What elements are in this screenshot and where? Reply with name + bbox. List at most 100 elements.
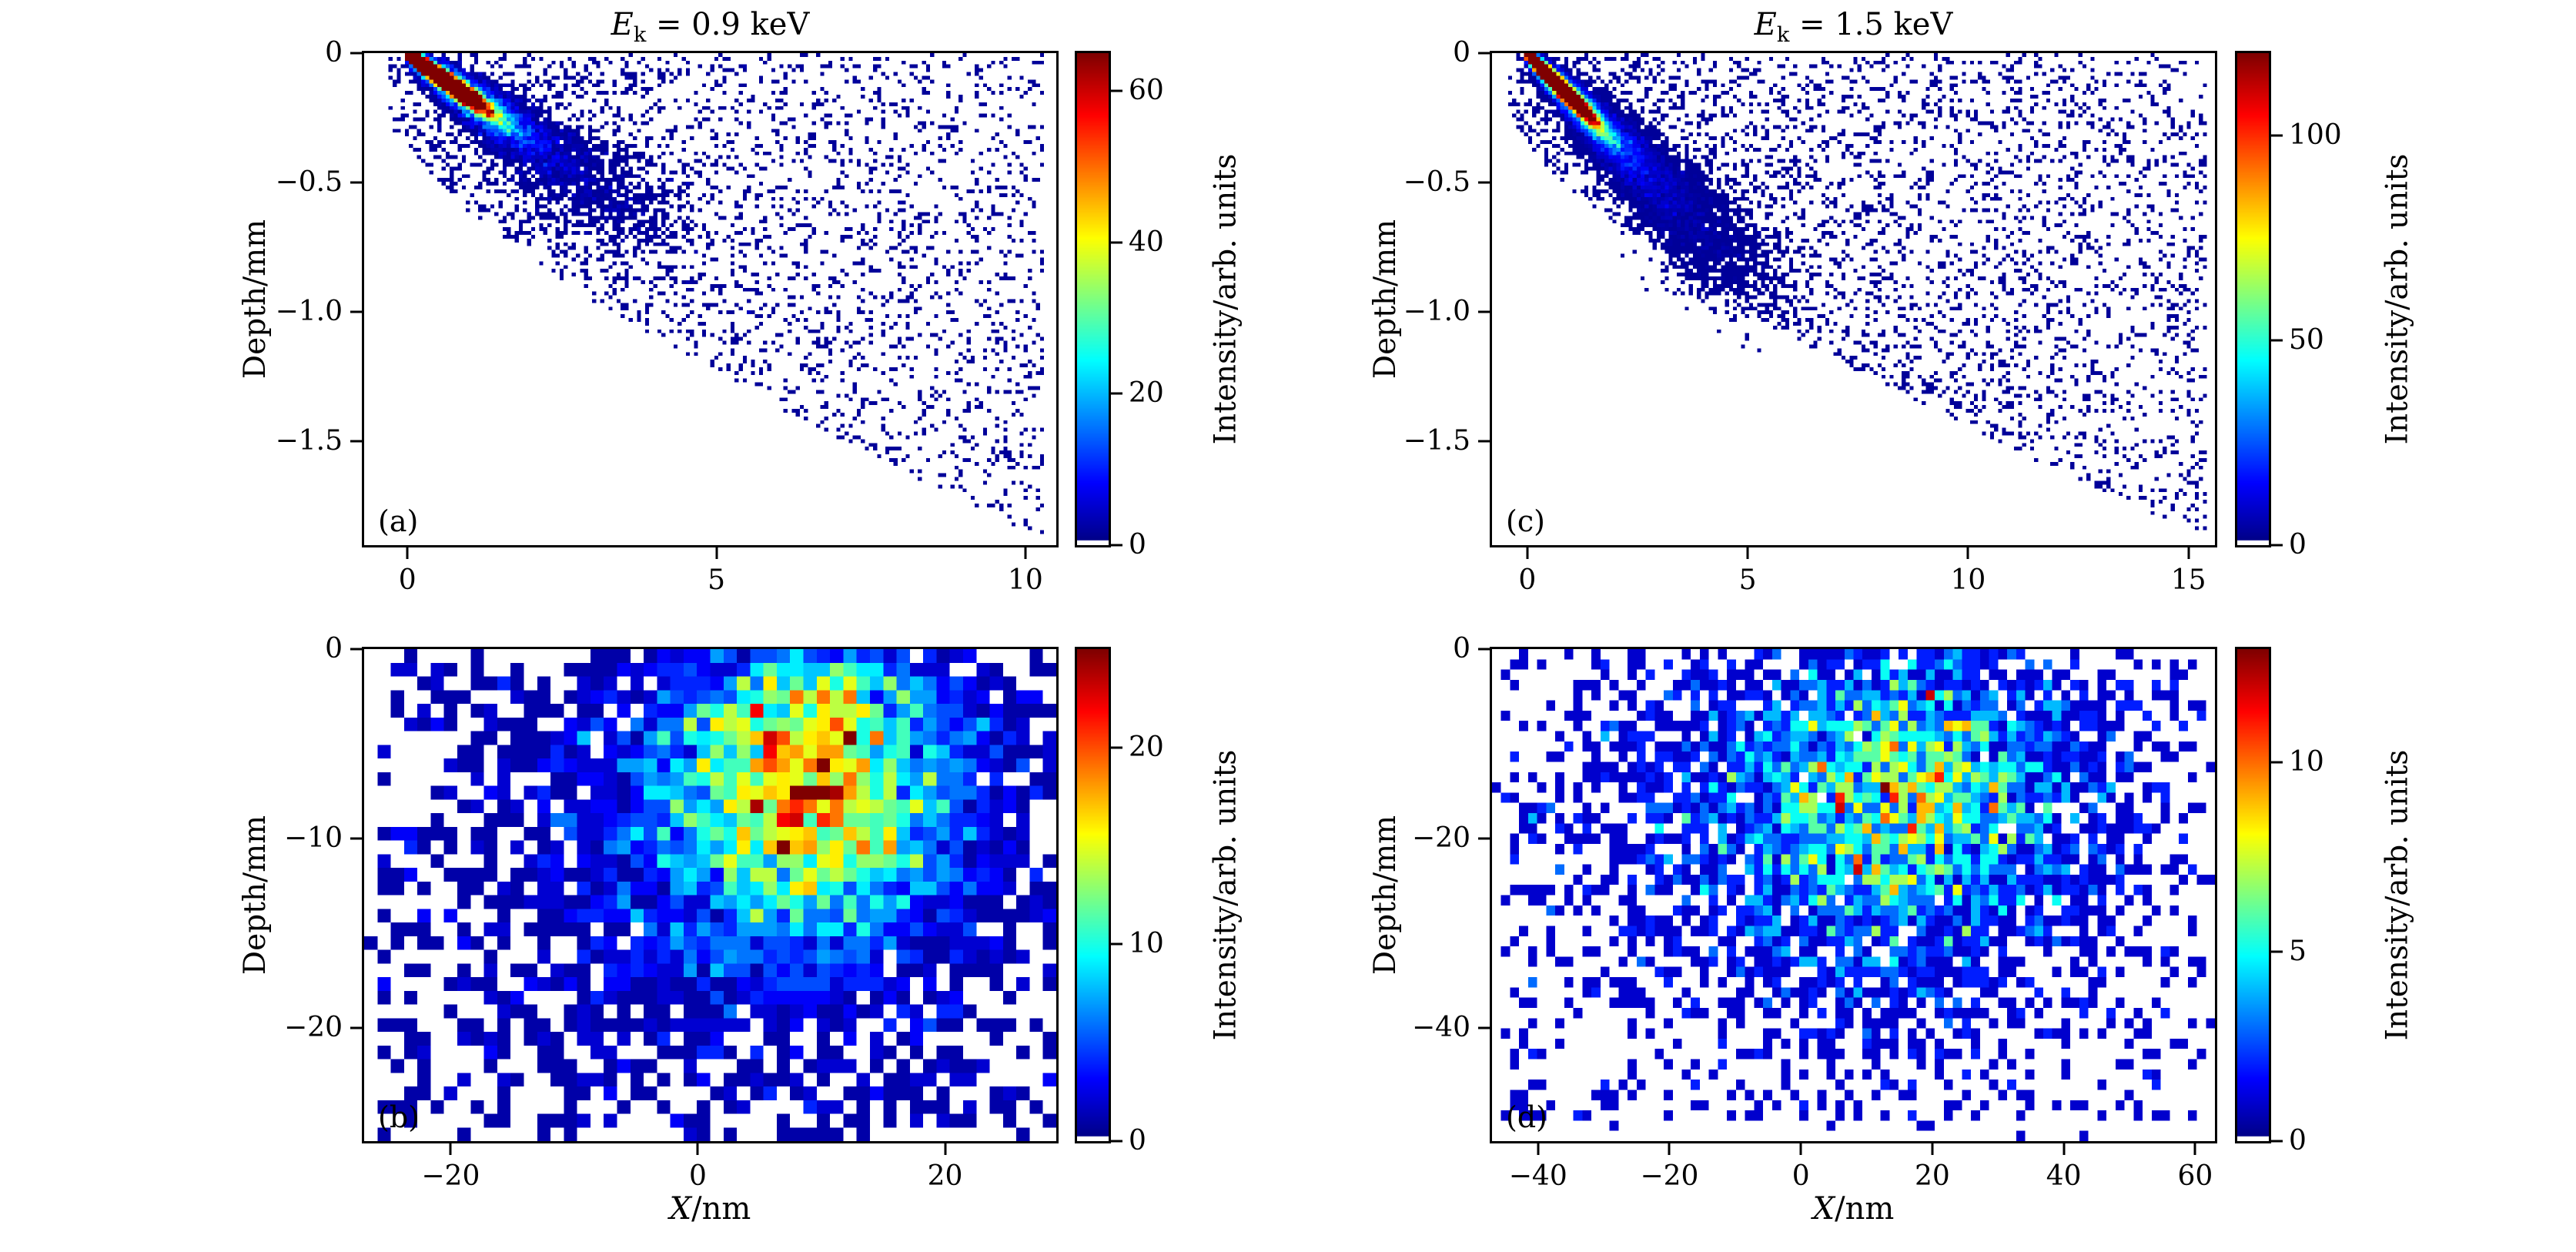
- panel-a-colorbar-tick-label: 0: [1129, 529, 1146, 561]
- panel-d-x-tick: [1668, 1143, 1671, 1155]
- panel-c-colorbar-tick: [2271, 544, 2283, 547]
- panel-b-letter: (b): [378, 1100, 420, 1134]
- panel-c-y-tick: [1478, 440, 1490, 443]
- panel-b-colorbar-tick: [1111, 1140, 1122, 1143]
- panel-c-colorbar-tick-label: 50: [2289, 323, 2324, 356]
- panel-a-y-tick: [350, 181, 362, 184]
- panel-c-plot: (c) 0 5 10 15 0 −0.5 −1.0 −1.5: [1403, 39, 2217, 594]
- panel-a-colorbar-label-text: Intensity/arb. units: [1208, 153, 1243, 445]
- panel-c-y-tick: [1478, 52, 1490, 55]
- panel-d-y-tick: [1478, 648, 1490, 651]
- panel-d-colorbar-tick: [2271, 761, 2283, 764]
- panel-b-y-tick: [350, 1026, 362, 1029]
- panel-c-colorbar-tick-label: 100: [2289, 119, 2342, 151]
- panel-a-colorbar-tick: [1111, 241, 1122, 244]
- panel-d-xlabel-rest: /nm: [1835, 1191, 1895, 1227]
- panel-a-colorbar-canvas: [1077, 53, 1109, 545]
- panel-b-x-tick-label: 20: [927, 1160, 963, 1192]
- panel-d-colorbar-label-text: Intensity/arb. units: [2380, 749, 2415, 1041]
- panel-b-x-tick: [944, 1143, 947, 1155]
- panel-b-colorbar: 0 10 20: [1075, 647, 1164, 1155]
- panel-b-y-tick-label: −20: [284, 1011, 343, 1043]
- panel-b-colorbar-label-text: Intensity/arb. units: [1208, 749, 1243, 1041]
- panel-c-y-tick-label: −1.5: [1403, 425, 1470, 457]
- panel-b-xlabel-rest: /nm: [691, 1191, 751, 1227]
- panel-c-y-tick-label: −1.0: [1403, 296, 1470, 328]
- panel-b-colorbar-tick: [1111, 942, 1122, 946]
- panel-d-colorbar-canvas: [2237, 649, 2269, 1141]
- panel-d-x-tick-label: 0: [1791, 1160, 1810, 1192]
- panel-a-colorbar-label: Intensity/arb. units: [1198, 51, 1253, 547]
- panel-b-x-tick-label: 0: [688, 1160, 707, 1192]
- panel-c-y-tick: [1478, 310, 1490, 313]
- panel-b-x-tick: [696, 1143, 699, 1155]
- panel-c-x-tick: [2187, 547, 2190, 559]
- panel-a-title-rest: = 0.9 keV: [646, 7, 810, 42]
- panel-a-colorbar-tick: [1111, 544, 1122, 547]
- panel-c-colorbar-label: Intensity/arb. units: [2370, 51, 2425, 547]
- panel-b-y-tick: [350, 648, 362, 651]
- panel-a-x-tick: [406, 547, 409, 559]
- panel-d-y-tick-label: −40: [1412, 1011, 1470, 1043]
- panel-c-x-tick-label: 10: [1950, 564, 1986, 596]
- panel-d-colorbar-label: Intensity/arb. units: [2370, 647, 2425, 1143]
- panel-b-ylabel-text: Depth/mm: [238, 815, 273, 976]
- panel-d-y-tick: [1478, 837, 1490, 840]
- panel-a-heatmap-canvas: [364, 53, 1056, 545]
- panel-b-x-tick-label: −20: [421, 1160, 480, 1192]
- panel-b-colorbar-tick-label: 20: [1129, 731, 1164, 763]
- panel-b-x-tick: [449, 1143, 452, 1155]
- panel-b-y-tick: [350, 837, 362, 840]
- panel-a-ylabel: Depth/mm: [231, 51, 280, 547]
- panel-c-colorbar-tick-label: 0: [2289, 529, 2307, 561]
- panel-a-y-tick-label: −0.5: [275, 166, 343, 199]
- panel-a-y-tick-label: −1.0: [275, 296, 343, 328]
- panel-c-title-symbol: E: [1754, 7, 1777, 42]
- panel-b-y-tick-label: −10: [284, 822, 343, 854]
- panel-b-colorbar-label: Intensity/arb. units: [1198, 647, 1253, 1143]
- panel-b-y-tick-label: 0: [325, 633, 343, 664]
- panel-b-plot: (b) −20 0 20 0 −10 −20: [284, 635, 1059, 1190]
- panel-a-y-tick-label: −1.5: [275, 425, 343, 457]
- panel-d-colorbar-tick-label: 5: [2289, 936, 2307, 968]
- panel-c-title-rest: = 1.5 keV: [1789, 7, 1953, 42]
- panel-b-xlabel: X/nm: [362, 1193, 1059, 1224]
- panel-c-title-subscript: k: [1776, 23, 1790, 47]
- panel-c-x-tick: [1526, 547, 1529, 559]
- panel-a-colorbar-tick: [1111, 392, 1122, 395]
- panel-d-xlabel: X/nm: [1490, 1193, 2217, 1224]
- panel-d-y-tick-label: −20: [1412, 822, 1470, 854]
- panel-c-colorbar: 0 50 100: [2235, 51, 2342, 559]
- panel-c-x-tick-label: 0: [1518, 564, 1537, 596]
- panel-d-ylabel: Depth/mm: [1361, 647, 1410, 1143]
- panel-d-colorbar: 0 5 10: [2235, 647, 2324, 1155]
- panel-a-colorbar-tick-label: 40: [1129, 226, 1164, 258]
- panel-c-x-tick-label: 5: [1738, 564, 1757, 596]
- panel-c-title: Ek = 1.5 keV: [1490, 6, 2217, 49]
- panel-a-ylabel-text: Depth/mm: [238, 219, 273, 380]
- panel-a-colorbar: 0 20 40 60: [1075, 51, 1164, 559]
- panel-d-y-tick-label: 0: [1453, 633, 1470, 664]
- panel-d-x-tick: [2062, 1143, 2066, 1155]
- panel-a-x-tick-label: 10: [1007, 564, 1043, 596]
- panel-d-x-tick-label: −40: [1508, 1160, 1567, 1192]
- panel-d-x-tick-label: 60: [2177, 1160, 2213, 1192]
- panel-a-x-tick-label: 5: [708, 564, 725, 596]
- panel-a-plot: (a) 0 5 10 0 −0.5 −1.0 −1.5: [276, 39, 1059, 594]
- panel-d-plot: (d) −40 −20 0 20 40 60 0 −20 −40: [1412, 635, 2217, 1190]
- panel-a-x-tick-label: 0: [398, 564, 417, 596]
- panel-d-x-tick: [1799, 1143, 1802, 1155]
- panel-d-colorbar-tick-label: 10: [2289, 746, 2324, 778]
- panel-a-title-subscript: k: [633, 23, 647, 47]
- panel-a-y-tick: [350, 440, 362, 443]
- panel-d-x-tick: [1931, 1143, 1934, 1155]
- panel-c-y-tick-label: −0.5: [1403, 166, 1470, 199]
- panel-d-x-tick: [2193, 1143, 2196, 1155]
- panel-c-colorbar-tick: [2271, 339, 2283, 342]
- panel-a-x-tick: [1024, 547, 1027, 559]
- panel-d-x-tick-label: 40: [2046, 1160, 2082, 1192]
- panel-a-y-tick: [350, 310, 362, 313]
- panel-c-colorbar-tick: [2271, 134, 2283, 136]
- panel-d-x-tick: [1537, 1143, 1540, 1155]
- panel-b-heatmap-canvas: [364, 649, 1056, 1141]
